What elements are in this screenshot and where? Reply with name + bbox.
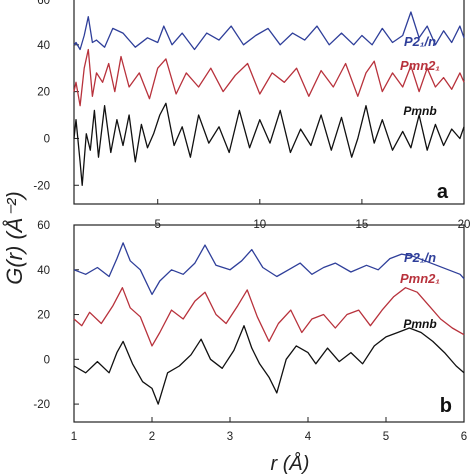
y-tick-label: -20: [33, 180, 50, 192]
series-line-1: [73, 287, 465, 347]
panel-b: -20 0 20 40 60 1 2 3 4 5 6 P2₁/n Pmn2₁ Pmnb b: [33, 220, 467, 443]
y-tick-label: 0: [44, 133, 50, 145]
y-tick-label: 20: [37, 87, 50, 99]
series-label-0: P2₁/n: [404, 34, 436, 49]
series-line-0: [73, 242, 465, 296]
series-label-1: Pmn2₁: [400, 58, 440, 73]
y-tick-label: 0: [44, 354, 50, 366]
series-line-0: [73, 11, 465, 51]
panel-a-frame: [73, 0, 465, 205]
series-label-1: Pmn2₁: [400, 271, 440, 286]
y-tick-label: 40: [37, 265, 50, 277]
y-tick-label: 20: [37, 310, 50, 322]
panel-a-y-ticks: -20 0 20 40: [33, 40, 79, 192]
panel-b-frame: [73, 224, 465, 423]
panel-a-series: P2₁/n Pmn2₁ Pmnb: [73, 11, 465, 186]
panel-b-series: P2₁/n Pmn2₁ Pmnb: [73, 242, 465, 405]
x-tick-label: 4: [305, 431, 312, 443]
series-line-2: [73, 325, 465, 405]
x-axis-label: r (Å): [271, 452, 310, 474]
y-axis-label-text: G(r) (Å⁻²): [2, 191, 27, 284]
series-line-1: [73, 48, 465, 107]
x-tick-label: 6: [461, 431, 467, 443]
panel-a-top-tick-label: 60: [37, 0, 50, 7]
y-tick-label: -20: [33, 399, 50, 411]
panel-b-letter: b: [440, 395, 452, 417]
series-line-2: [73, 102, 465, 186]
x-tick-label: 2: [149, 431, 155, 443]
series-label-2: Pmnb: [403, 317, 436, 331]
x-tick-label: 1: [71, 431, 77, 443]
x-tick-label: 5: [383, 431, 389, 443]
y-tick-label: 60: [37, 220, 50, 232]
shared-y-axis-label: G(r) (Å⁻²): [2, 191, 27, 284]
panel-b-x-ticks: 1 2 3 4 5 6: [71, 417, 467, 443]
series-label-0: P2₁/n: [404, 250, 436, 265]
panel-b-y-ticks: -20 0 20 40 60: [33, 220, 79, 411]
series-label-2: Pmnb: [403, 104, 436, 118]
panel-a-letter: a: [437, 181, 449, 203]
x-tick-label: 3: [227, 431, 233, 443]
y-tick-label: 40: [37, 40, 50, 52]
